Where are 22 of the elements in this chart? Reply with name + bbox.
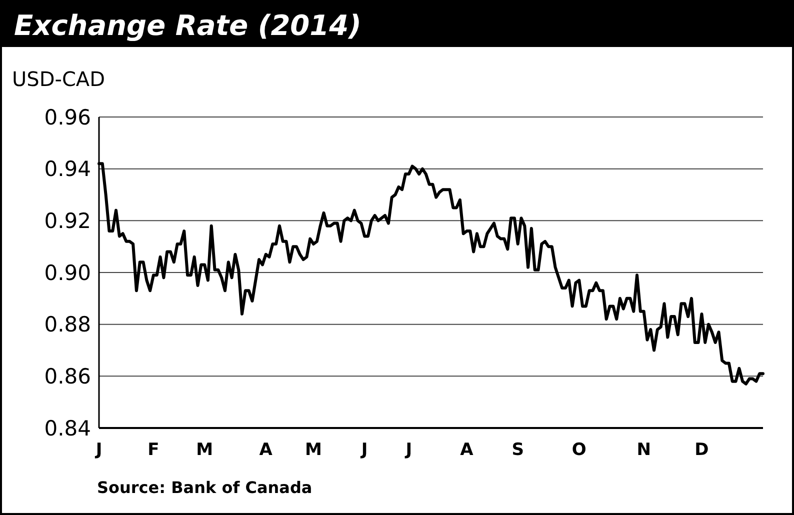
y-tick-label: 0.90 [44,260,91,285]
x-tick-label: J [404,440,412,460]
y-tick-label: 0.84 [44,416,91,440]
y-tick-label: 0.86 [44,364,91,389]
x-tick-label: J [94,440,102,460]
x-tick-label: F [148,440,160,460]
x-tick-label: D [694,440,709,460]
chart-title: Exchange Rate (2014) [14,9,362,42]
y-axis-title: USD-CAD [12,67,105,91]
y-tick-label: 0.96 [44,105,91,130]
x-tick-label: M [196,440,214,460]
x-tick-label: N [636,440,651,460]
y-tick-label: 0.94 [44,157,91,182]
source-note: Source: Bank of Canada [97,478,312,497]
x-tick-label: A [259,440,274,460]
y-tick-label: 0.88 [44,312,91,337]
x-tick-label: J [360,440,368,460]
x-tick-label: M [305,440,322,460]
y-tick-label: 0.92 [44,209,91,234]
x-tick-label: S [512,440,524,460]
x-tick-label: A [460,440,474,460]
x-tick-label: O [572,440,586,460]
